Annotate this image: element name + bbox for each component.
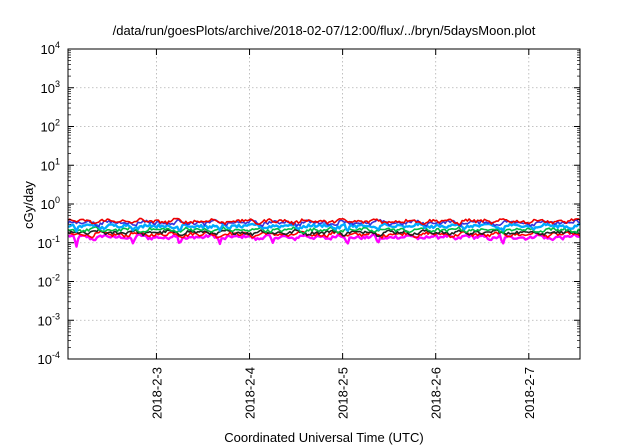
series-line (67, 217, 581, 226)
x-tick-label: 2018-2-7 (522, 367, 537, 419)
y-tick-label: 10-3 (38, 311, 60, 328)
y-tick-label: 101 (41, 156, 60, 173)
y-tick-label: 104 (41, 40, 60, 57)
x-tick-label: 2018-2-5 (336, 367, 351, 419)
y-tick-label: 10-4 (38, 350, 60, 367)
x-tick-label: 2018-2-6 (429, 367, 444, 419)
x-axis-label: Coordinated Universal Time (UTC) (224, 430, 423, 445)
series-line (67, 226, 581, 235)
y-axis-label: cGy/day (21, 181, 36, 229)
y-tick-label: 103 (41, 79, 60, 96)
x-tick-label: 2018-2-4 (243, 367, 258, 419)
y-tick-label: 10-2 (38, 273, 60, 290)
grid-lines (68, 49, 580, 359)
y-tick-label: 102 (41, 118, 60, 135)
x-tick-label: 2018-2-3 (149, 367, 164, 419)
y-tick-label: 10-1 (38, 234, 60, 251)
series-line (67, 232, 581, 248)
series-line (67, 228, 581, 238)
x-axis-ticks: 2018-2-3 2018-2-4 2018-2-5 2018-2-6 2018-2-7 (149, 49, 537, 419)
y-axis-ticks: 10-4 10-3 10-2 10-1 100 101 102 103 104 (38, 40, 580, 367)
chart-title: /data/run/goesPlots/archive/2018-02-07/1… (113, 23, 536, 38)
plot-area: 10-4 10-3 10-2 10-1 100 101 102 103 104 2018-2-3… (38, 40, 581, 419)
y-tick-label: 100 (41, 195, 60, 212)
data-series (67, 217, 581, 248)
